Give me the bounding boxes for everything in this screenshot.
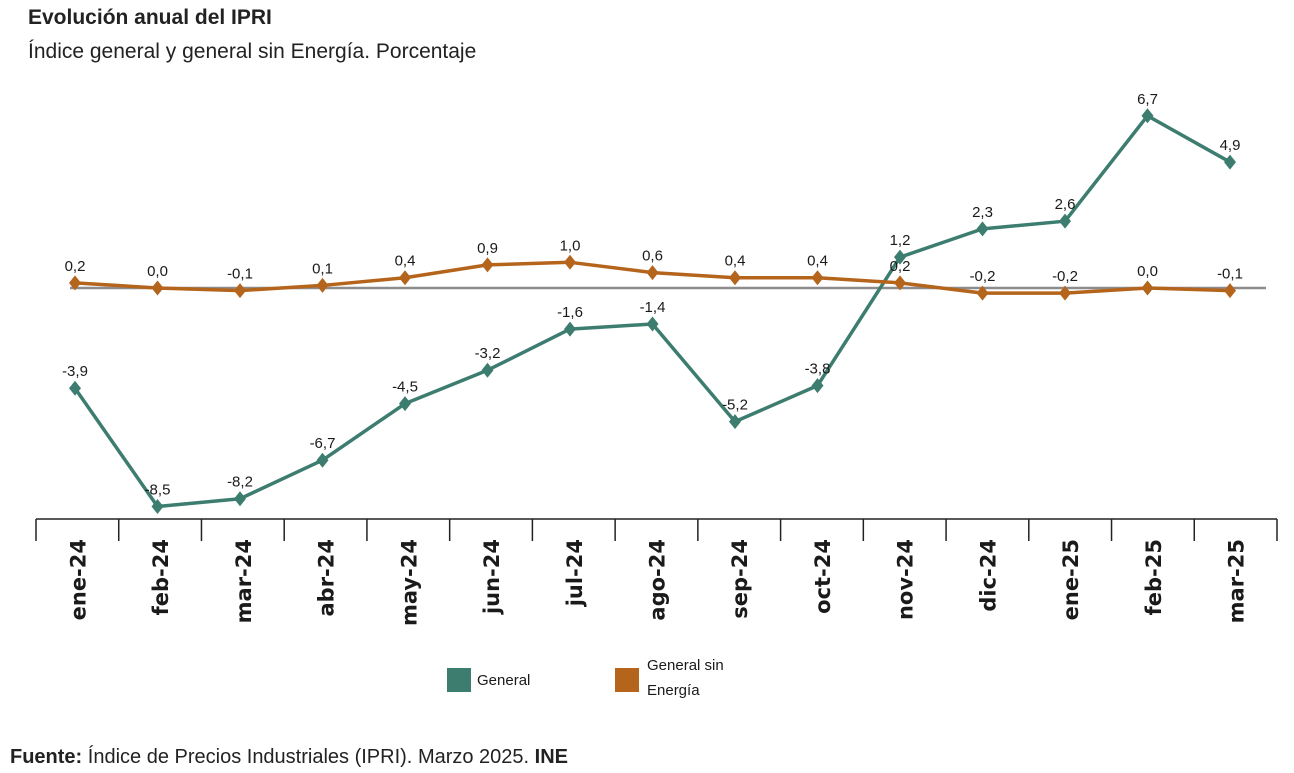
data-point-general-sin-energia bbox=[69, 275, 81, 291]
data-point-general bbox=[481, 362, 494, 378]
data-label-general-sin-energia: 0,2 bbox=[65, 258, 86, 275]
data-label-general-sin-energia: 0,6 bbox=[642, 248, 663, 265]
data-label-general-sin-energia: -0,1 bbox=[1217, 266, 1243, 283]
data-point-general bbox=[316, 452, 329, 468]
data-point-general bbox=[151, 498, 164, 514]
data-label-general-sin-energia: 0,0 bbox=[147, 263, 168, 280]
x-tick-label: dic-24 bbox=[976, 539, 1000, 612]
data-label-general: -5,2 bbox=[722, 397, 748, 414]
data-label-general-sin-energia: -0,1 bbox=[227, 266, 253, 283]
data-label-general: 6,7 bbox=[1137, 91, 1158, 108]
data-point-general-sin-energia bbox=[811, 270, 824, 286]
data-label-general-sin-energia: 0,2 bbox=[890, 258, 911, 275]
data-point-general-sin-energia bbox=[729, 270, 741, 286]
data-point-general-sin-energia bbox=[234, 283, 246, 299]
data-point-general-sin-energia bbox=[1059, 285, 1071, 301]
data-label-general: -1,4 bbox=[640, 299, 666, 316]
x-tick-label: nov-24 bbox=[894, 539, 918, 620]
data-point-general bbox=[1059, 213, 1071, 229]
source-date: Marzo 2025. bbox=[417, 746, 530, 768]
x-tick-label: jul-24 bbox=[563, 539, 587, 607]
data-point-general bbox=[1224, 154, 1236, 170]
data-label-general: 2,3 bbox=[972, 204, 993, 221]
data-point-general-sin-energia bbox=[894, 275, 906, 291]
data-point-general bbox=[894, 249, 906, 265]
x-tick-label: ene-25 bbox=[1059, 539, 1083, 620]
data-label-general-sin-energia: -0,2 bbox=[1052, 268, 1078, 285]
line-chart: -3,9 -8,5 -8,2 -6,7 -4,5 -3,2 -1,6 -1,4 -5,2 -3,8… bbox=[35, 91, 1278, 699]
data-point-general-sin-energia bbox=[976, 285, 989, 301]
x-tick-label: ago-24 bbox=[646, 539, 670, 621]
data-point-general bbox=[234, 491, 246, 507]
data-label-general-sin-energia: 0,9 bbox=[477, 240, 498, 257]
legend-swatch-general-sin-energia bbox=[615, 668, 639, 692]
data-label-general-sin-energia: 0,4 bbox=[807, 253, 828, 270]
data-point-general bbox=[1141, 108, 1154, 124]
legend-label-general-sin-energia: General sin bbox=[647, 657, 724, 674]
chart-title: Evolución anual del IPRI bbox=[28, 6, 272, 29]
data-point-general bbox=[399, 396, 411, 412]
data-point-general bbox=[646, 316, 659, 332]
data-label-general: -8,5 bbox=[145, 481, 171, 498]
data-point-general-sin-energia bbox=[646, 265, 659, 281]
data-point-general-sin-energia bbox=[316, 277, 329, 293]
data-point-general bbox=[976, 221, 989, 237]
data-label-general: -3,8 bbox=[805, 361, 831, 378]
source-org: INE bbox=[534, 746, 569, 768]
x-tick-label: may-24 bbox=[397, 539, 421, 626]
x-tick-label: feb-24 bbox=[149, 539, 173, 615]
data-point-general-sin-energia bbox=[1141, 280, 1154, 296]
data-label-general: 1,2 bbox=[890, 232, 911, 249]
data-point-general-sin-energia bbox=[399, 270, 411, 286]
data-label-general: 4,9 bbox=[1220, 137, 1241, 154]
data-label-general: -3,9 bbox=[62, 363, 88, 380]
data-label-general: -6,7 bbox=[310, 435, 336, 452]
data-label-general-sin-energia: 0,4 bbox=[395, 253, 416, 270]
source-note: Fuente: Índice de Precios Industriales (… bbox=[10, 746, 568, 769]
x-tick-label: mar-25 bbox=[1225, 539, 1249, 623]
legend-label-general: General bbox=[477, 672, 530, 689]
x-tick-label: oct-24 bbox=[811, 539, 835, 614]
chart-subtitle: Índice general y general sin Energía. Po… bbox=[28, 40, 477, 63]
x-tick-label: jun-24 bbox=[480, 539, 504, 615]
data-label-general-sin-energia: 0,4 bbox=[725, 253, 746, 270]
data-point-general-sin-energia bbox=[564, 254, 576, 270]
source-label: Fuente: bbox=[10, 746, 83, 768]
data-label-general-sin-energia: 0,0 bbox=[1137, 263, 1158, 280]
x-tick-label: abr-24 bbox=[315, 539, 339, 617]
x-tick-label: ene-24 bbox=[66, 539, 90, 620]
data-point-general-sin-energia bbox=[151, 280, 164, 296]
legend-swatch-general bbox=[447, 668, 471, 692]
data-point-general-sin-energia bbox=[1224, 283, 1236, 299]
data-label-general-sin-energia: -0,2 bbox=[970, 268, 996, 285]
data-label-general: -8,2 bbox=[227, 474, 253, 491]
data-label-general: 2,6 bbox=[1055, 196, 1076, 213]
data-label-general-sin-energia: 0,1 bbox=[312, 260, 333, 277]
data-label-general-sin-energia: 1,0 bbox=[560, 237, 581, 254]
data-point-general-sin-energia bbox=[481, 257, 494, 273]
data-label-general: -1,6 bbox=[557, 304, 583, 321]
data-point-general bbox=[729, 414, 741, 430]
x-tick-label: feb-25 bbox=[1142, 539, 1166, 615]
x-tick-label: sep-24 bbox=[728, 539, 752, 619]
x-tick-label: mar-24 bbox=[232, 539, 256, 623]
data-label-general: -4,5 bbox=[392, 379, 418, 396]
legend-label-general-sin-energia: Energía bbox=[647, 682, 700, 699]
data-point-general bbox=[811, 378, 824, 394]
data-label-general: -3,2 bbox=[475, 345, 501, 362]
data-point-general bbox=[564, 321, 576, 337]
source-text: Índice de Precios Industriales (IPRI). bbox=[87, 746, 413, 768]
data-point-general bbox=[69, 380, 81, 396]
